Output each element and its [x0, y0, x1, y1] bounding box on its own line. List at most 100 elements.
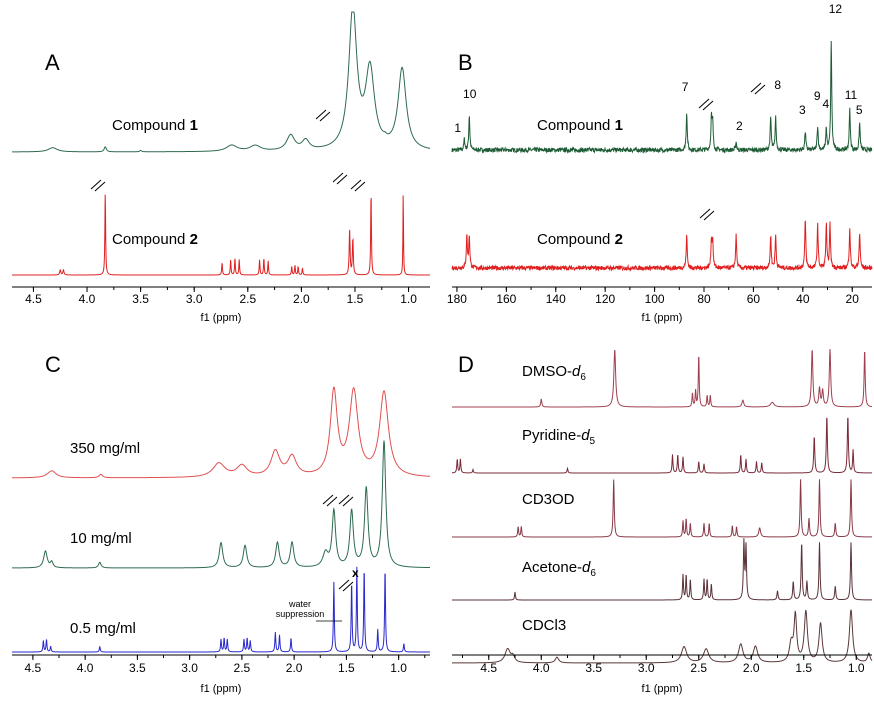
- x-tick-label: 4.0: [77, 661, 94, 675]
- axis-break-mark: [350, 179, 362, 190]
- peak-label: 10: [463, 87, 477, 101]
- spectrum-b-1: [451, 220, 873, 272]
- x-axis-label: f1 (ppm): [201, 683, 242, 695]
- panel-d: DMSO-d6 Pyridine-d5 CD3OD Acetone-d6 CDCl3 4.…: [451, 348, 873, 695]
- series-label: 10 mg/ml: [70, 530, 132, 547]
- panel-label-a: A: [45, 50, 60, 75]
- series-label: CD3OD: [522, 491, 575, 508]
- axis-break-mark: [94, 181, 106, 192]
- x-tick-label: 1.5: [347, 292, 364, 306]
- peak-label: 4: [823, 97, 830, 111]
- x-axis-label: f1 (ppm): [642, 312, 683, 324]
- peak-label: 3: [799, 103, 806, 117]
- x-tick-label: 3.0: [181, 661, 198, 675]
- panel-label-b: B: [458, 50, 473, 75]
- spectrum-a-1: [12, 194, 430, 276]
- series-label: Acetone-d6: [522, 559, 596, 579]
- series-label: Pyridine-d5: [522, 427, 596, 447]
- peak-label: 11: [845, 88, 858, 102]
- spectrum-d-0: [452, 348, 873, 408]
- x-tick-label: 4.5: [480, 661, 497, 675]
- axis-break-mark: [703, 210, 715, 221]
- axis-break-mark: [90, 179, 102, 190]
- x-tick-label: 3.0: [638, 661, 655, 675]
- x-tick-label: 3.0: [186, 292, 203, 306]
- x-tick-label: 20: [846, 292, 860, 306]
- x-tick-label: 2.5: [690, 661, 707, 675]
- x-tick-label: 2.0: [293, 292, 310, 306]
- series-label: 350 mg/ml: [70, 440, 140, 457]
- peak-label: 8: [774, 78, 781, 92]
- axis-break-mark: [338, 494, 350, 505]
- series-label: DMSO-d6: [522, 363, 586, 383]
- spectrum-d-4: [452, 609, 873, 664]
- axis-break-mark: [336, 174, 348, 185]
- axis-break-mark: [702, 100, 714, 111]
- x-tick-label: 60: [747, 292, 761, 306]
- axis-break-mark: [332, 172, 344, 183]
- x-tick-label: 4.0: [79, 292, 96, 306]
- series-label: CDCl3: [522, 617, 566, 634]
- x-tick-label: 80: [697, 292, 711, 306]
- x-tick-label: 1.5: [795, 661, 812, 675]
- annotation-x: x: [352, 566, 359, 580]
- x-tick-label: 4.5: [25, 292, 42, 306]
- peak-label: 12: [829, 2, 843, 16]
- peak-label: 5: [856, 103, 863, 117]
- peak-label: 7: [682, 80, 689, 94]
- spectrum-d-1: [451, 417, 873, 474]
- axis-break-mark: [319, 111, 331, 122]
- panel-label-d: D: [458, 352, 474, 377]
- x-tick-label: 1.0: [848, 661, 865, 675]
- x-tick-label: 1.0: [400, 292, 417, 306]
- x-tick-label: 2.0: [743, 661, 760, 675]
- axis-break-mark: [754, 84, 766, 95]
- series-label: Compound 2: [112, 231, 198, 248]
- x-tick-label: 2.0: [286, 661, 303, 675]
- x-tick-label: 1.5: [338, 661, 355, 675]
- x-tick-label: 4.0: [533, 661, 550, 675]
- annotation-suppression: suppression: [276, 609, 325, 619]
- axis-break-mark: [326, 496, 338, 507]
- axis-break-mark: [342, 581, 354, 592]
- x-tick-label: 40: [796, 292, 810, 306]
- x-tick-label: 2.5: [239, 292, 256, 306]
- series-label: 0.5 mg/ml: [70, 620, 136, 637]
- spectrum-d-3: [452, 538, 872, 601]
- spectrum-a-0: [12, 11, 431, 153]
- axis-break-mark: [750, 82, 762, 93]
- x-tick-label: 160: [496, 292, 516, 306]
- axis-break-mark: [338, 579, 350, 590]
- peak-label: 1: [454, 121, 461, 135]
- panel-c: 350 mg/ml 10 mg/ml 0.5 mg/ml 4.5 4.0 3.5 3.0 2.…: [11, 386, 431, 695]
- x-axis-label: f1 (ppm): [201, 312, 242, 324]
- x-tick-label: 4.5: [25, 661, 42, 675]
- axis-break-mark: [354, 181, 366, 192]
- series-label: Compound 1: [112, 117, 198, 134]
- spectrum-c-1: [12, 440, 430, 569]
- peak-label: 9: [814, 89, 821, 103]
- x-tick-label: 100: [645, 292, 665, 306]
- x-tick-label: 3.5: [585, 661, 602, 675]
- x-tick-label: 1.0: [390, 661, 407, 675]
- series-label: Compound 1: [537, 117, 623, 134]
- axis-break-mark: [342, 496, 354, 507]
- x-tick-label: 2.5: [234, 661, 251, 675]
- annotation-water: water: [288, 599, 311, 609]
- x-tick-label: 3.5: [132, 292, 149, 306]
- axis-break-mark: [699, 208, 711, 219]
- spectrum-c-2: [12, 566, 430, 653]
- spectrum-b-0: [451, 40, 873, 155]
- spectrum-d-2: [452, 479, 872, 538]
- panel-label-c: C: [45, 352, 61, 377]
- x-tick-label: 120: [595, 292, 615, 306]
- panel-a: Compound 1 Compound 2 4.5 4.0 3.5 3.0 2.5 2.0 1.…: [12, 11, 431, 324]
- spectrum-c-0: [11, 386, 431, 479]
- panel-b: Compound 1 1 10 7 2 8 394 12 115 Compound 2 180 160…: [447, 2, 873, 324]
- x-axis-label: f1 (ppm): [642, 683, 683, 695]
- x-tick-label: 140: [546, 292, 566, 306]
- axis-break-mark: [315, 109, 327, 120]
- peak-label: 2: [736, 119, 743, 133]
- series-label: Compound 2: [537, 231, 623, 248]
